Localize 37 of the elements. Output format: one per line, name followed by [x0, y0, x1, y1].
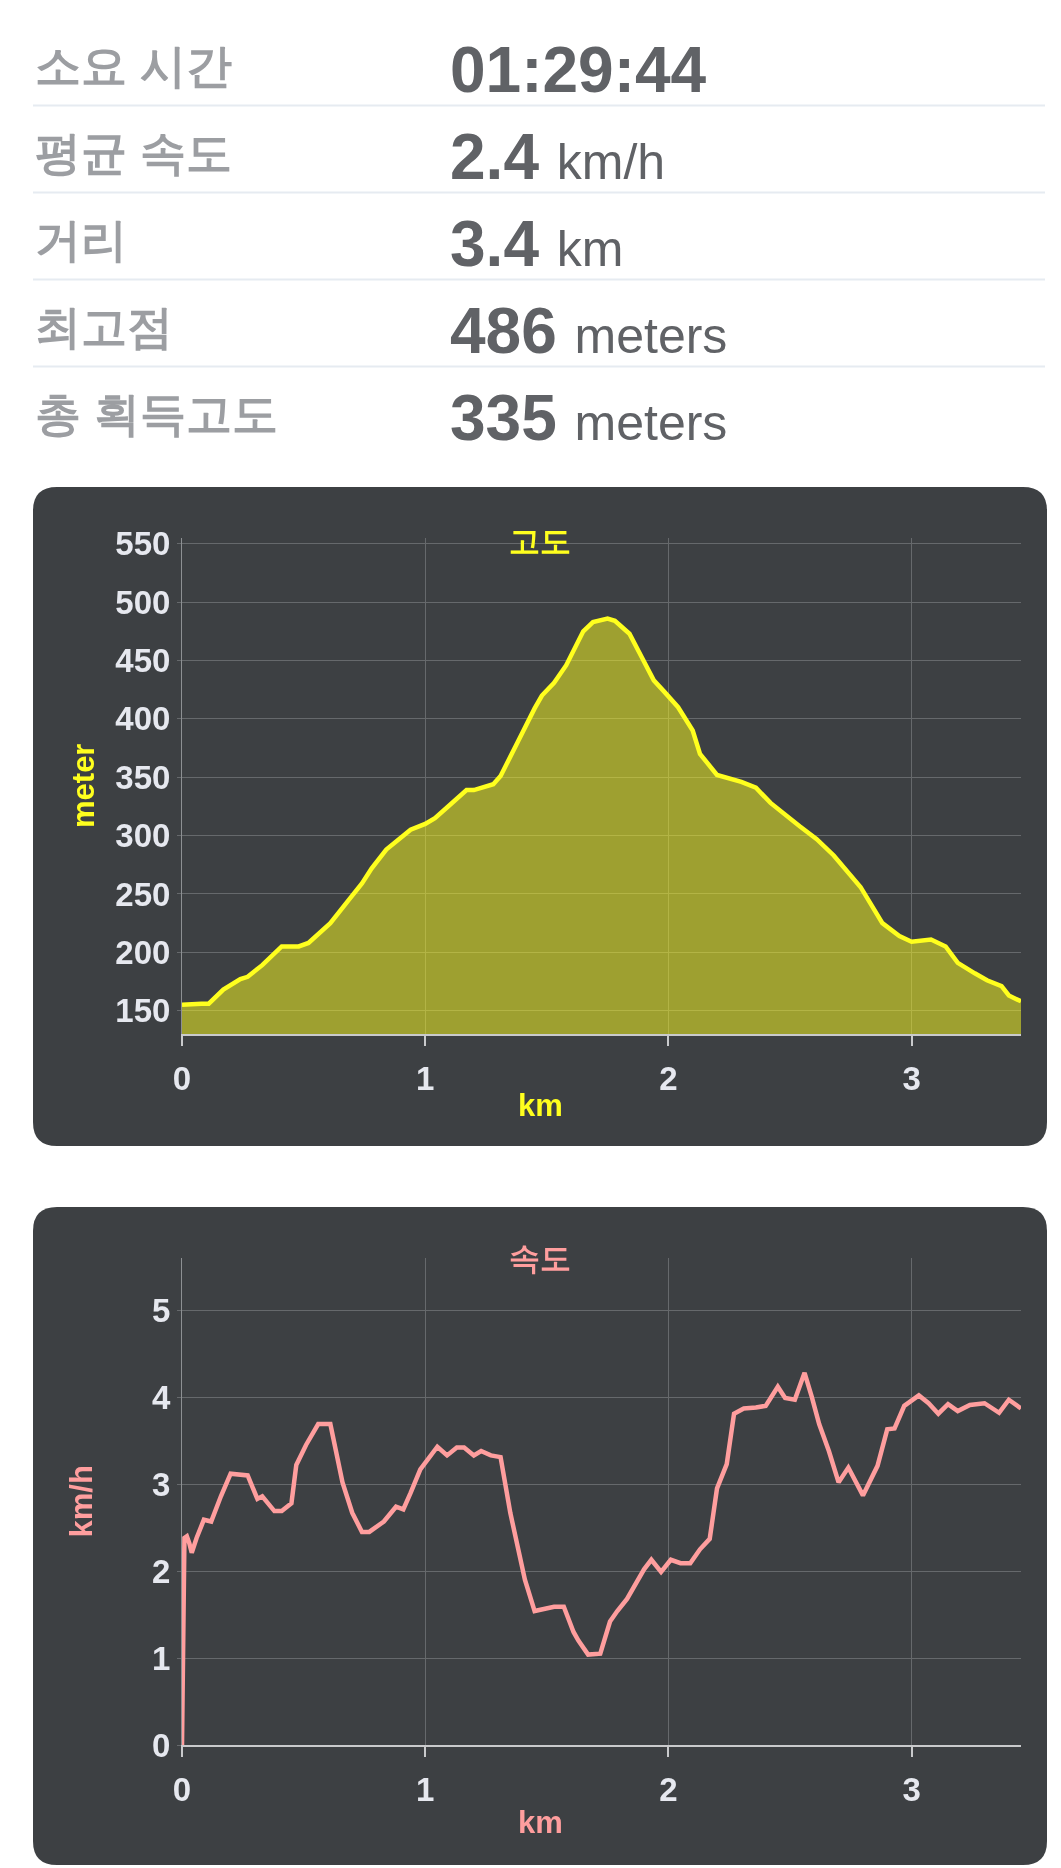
chart-title: 속도 — [509, 1241, 571, 1276]
y-tick-label: 450 — [115, 642, 171, 680]
x-axis-title: km — [518, 1088, 563, 1123]
y-tick-label: 2 — [152, 1552, 171, 1590]
y-tick-label: 500 — [115, 583, 171, 621]
text: 01:29:44 — [450, 34, 707, 106]
y-tick-label: 300 — [115, 817, 171, 855]
text: 486 meters — [450, 295, 728, 367]
y-tick-label: 3 — [152, 1465, 171, 1503]
y-tick-label: 4 — [152, 1378, 172, 1416]
y-axis-title: km/h — [63, 1465, 99, 1538]
y-axis-title: meter — [66, 743, 101, 828]
y-tick-label: 0 — [152, 1726, 171, 1764]
category-label: 평균 속도 — [35, 127, 232, 179]
y-tick-label: 550 — [115, 525, 171, 563]
category-label: 거리 — [35, 214, 127, 266]
y-tick-label: 200 — [115, 933, 171, 971]
x-tick-label: 1 — [416, 1059, 435, 1097]
y-tick-label: 150 — [115, 992, 171, 1030]
x-tick-label: 3 — [902, 1059, 921, 1097]
x-tick-label: 3 — [902, 1770, 921, 1808]
y-tick-label: 1 — [152, 1639, 171, 1677]
category-label: 총 획득고도 — [35, 388, 278, 440]
y-tick-label: 5 — [152, 1291, 171, 1329]
text: 2.4 km/h — [450, 121, 666, 193]
x-tick-label: 2 — [659, 1770, 678, 1808]
category-label: 최고점 — [35, 301, 173, 353]
text: 335 meters — [450, 382, 728, 454]
chart-title: 고도 — [509, 524, 571, 559]
y-tick-label: 250 — [115, 875, 171, 913]
y-tick-label: 350 — [115, 758, 171, 796]
x-tick-label: 1 — [416, 1770, 435, 1808]
x-axis-title: km — [518, 1805, 563, 1840]
category-label: 소요 시간 — [35, 40, 232, 92]
text: 3.4 km — [450, 208, 624, 280]
y-tick-label: 400 — [115, 700, 171, 738]
x-tick-label: 2 — [659, 1059, 678, 1097]
